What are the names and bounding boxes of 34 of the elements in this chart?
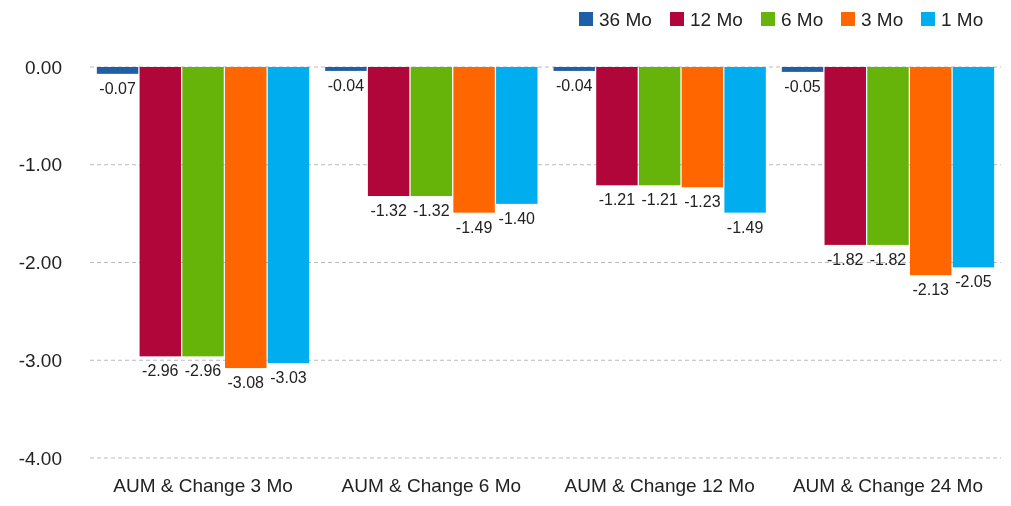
x-tick-label: AUM & Change 12 Mo (564, 475, 755, 496)
y-tick-label: -4.00 (18, 447, 62, 469)
data-label: -0.04 (327, 76, 365, 94)
data-label: -1.23 (684, 193, 721, 211)
data-label: -2.13 (912, 281, 950, 299)
legend-label: 6 Mo (781, 8, 824, 30)
data-label: -1.32 (370, 202, 407, 220)
data-label: -1.40 (498, 209, 536, 227)
data-label: -1.32 (413, 202, 450, 220)
data-label: -2.96 (142, 362, 179, 380)
data-label: -1.49 (455, 218, 493, 236)
x-tick-label: AUM & Change 24 Mo (792, 475, 984, 496)
y-tick-label: -3.00 (18, 349, 62, 371)
data-label: -1.82 (869, 250, 907, 268)
data-label: -3.08 (227, 374, 265, 392)
data-label: -0.07 (99, 79, 136, 97)
data-label: -3.03 (270, 369, 307, 387)
data-label: -1.49 (726, 218, 764, 236)
legend-label: 1 Mo (941, 8, 984, 30)
data-label: -0.04 (555, 76, 593, 94)
y-tick-label: 0.00 (25, 56, 62, 78)
data-label: -0.05 (784, 77, 821, 95)
legend-label: 3 Mo (861, 8, 904, 30)
data-label: -2.96 (184, 362, 222, 380)
data-label: -2.05 (955, 273, 992, 291)
data-label: -1.21 (598, 191, 636, 209)
legend-label: 12 Mo (690, 8, 743, 30)
y-tick-label: -2.00 (18, 252, 62, 274)
x-tick-label: AUM & Change 6 Mo (341, 475, 522, 496)
y-tick-label: -1.00 (18, 154, 62, 176)
data-label: -1.82 (827, 250, 864, 268)
x-tick-label: AUM & Change 3 Mo (113, 475, 293, 496)
legend-label: 36 Mo (599, 8, 652, 30)
data-label: -1.21 (641, 191, 678, 209)
